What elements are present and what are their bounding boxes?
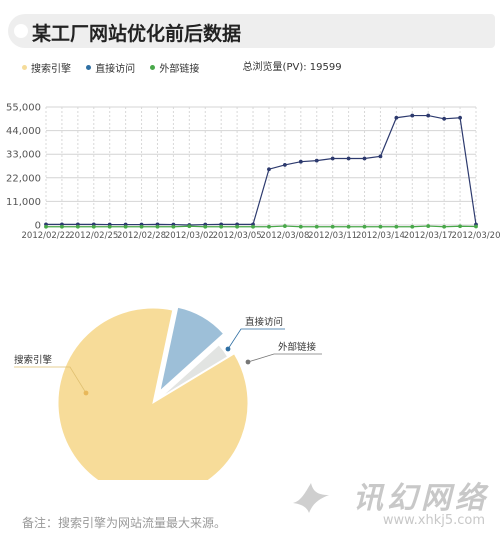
series-point-1 bbox=[60, 224, 64, 229]
x-tick-label: 2012/03/14 bbox=[356, 231, 405, 241]
series-point-1 bbox=[139, 224, 144, 229]
legend-dot-direct bbox=[86, 65, 92, 70]
series-point-1 bbox=[251, 224, 255, 229]
watermark-url: www.xhkj5.com bbox=[382, 513, 485, 528]
series-point-1 bbox=[346, 224, 351, 229]
x-tick-label: 2012/03/05 bbox=[213, 231, 262, 241]
title-bar: 某工厂网站优化前后数据 bbox=[8, 14, 495, 48]
series-point-0 bbox=[282, 163, 287, 167]
bird-logo-icon bbox=[293, 483, 329, 513]
series-point-1 bbox=[107, 224, 112, 229]
y-tick-label: 55,000 bbox=[6, 103, 41, 114]
pie-label-dot bbox=[83, 390, 89, 396]
x-tick-label: 2012/03/02 bbox=[165, 231, 214, 241]
series-point-1 bbox=[394, 224, 399, 229]
series-point-1 bbox=[314, 224, 319, 229]
pie-slice-direct bbox=[159, 306, 225, 393]
pie-slice-external bbox=[160, 344, 229, 398]
x-tick-label: 2012/02/22 bbox=[22, 231, 71, 241]
x-tick-label: 2012/03/17 bbox=[404, 231, 453, 241]
series-point-1 bbox=[426, 224, 431, 228]
series-point-1 bbox=[442, 224, 447, 229]
series-line-1 bbox=[46, 225, 477, 228]
legend-item-external: 外部链接 bbox=[150, 60, 199, 75]
series-point-1 bbox=[298, 224, 303, 229]
series-point-0 bbox=[362, 156, 367, 161]
series-point-1 bbox=[330, 224, 335, 229]
series-point-0 bbox=[442, 116, 447, 121]
series-point-1 bbox=[91, 224, 96, 229]
legend-dot-search bbox=[22, 65, 27, 70]
legend-label-external: 外部链接 bbox=[159, 64, 200, 75]
y-tick-label: 0 bbox=[35, 221, 41, 232]
series-point-1 bbox=[458, 224, 462, 229]
legend-dot-external bbox=[150, 65, 156, 70]
series-point-0 bbox=[410, 113, 415, 118]
watermark-brand: 讯幻网络 bbox=[353, 481, 489, 516]
x-tick-label: 2012/03/20 bbox=[452, 231, 501, 241]
series-point-1 bbox=[155, 224, 160, 229]
series-point-0 bbox=[378, 154, 383, 159]
page-title: 某工厂网站优化前后数据 bbox=[32, 23, 242, 45]
pie-label-direct: 直接访问 bbox=[245, 316, 283, 328]
series-point-1 bbox=[267, 224, 271, 229]
series-point-0 bbox=[346, 156, 351, 161]
series-point-1 bbox=[378, 224, 383, 229]
line-chart: 0 11,000 22,000 33,000 44,000 55,000 2012/02/2… bbox=[6, 103, 501, 242]
series-point-1 bbox=[362, 224, 367, 229]
pie-leader-search bbox=[14, 366, 87, 394]
x-tick-label: 2012/03/11 bbox=[308, 231, 357, 241]
series-point-1 bbox=[219, 224, 224, 229]
total-pageviews: 总浏览量(PV): 19599 bbox=[242, 62, 342, 73]
series-point-1 bbox=[123, 224, 128, 229]
series-point-1 bbox=[75, 224, 80, 229]
pie-leader-direct bbox=[227, 328, 285, 350]
legend-label-search: 搜索引擎 bbox=[31, 64, 71, 75]
series-point-1 bbox=[410, 224, 415, 229]
title-bullet bbox=[14, 24, 28, 38]
y-tick-label: 11,000 bbox=[6, 197, 41, 208]
series-point-1 bbox=[44, 224, 48, 229]
x-tick-label: 2012/03/08 bbox=[260, 231, 309, 241]
series-point-1 bbox=[187, 224, 192, 229]
series-point-1 bbox=[474, 224, 478, 229]
pie-label-external: 外部链接 bbox=[278, 341, 317, 353]
legend-item-search: 搜索引擎 bbox=[22, 60, 71, 75]
series-point-1 bbox=[282, 224, 287, 228]
y-tick-label: 33,000 bbox=[6, 150, 41, 161]
series-point-0 bbox=[426, 113, 431, 118]
pie-label-dot bbox=[225, 346, 231, 352]
series-point-0 bbox=[458, 115, 462, 120]
y-tick-label: 22,000 bbox=[6, 173, 41, 184]
pie-slice-search bbox=[57, 307, 249, 480]
pie-leader-external bbox=[247, 353, 322, 363]
legend-label-direct: 直接访问 bbox=[95, 64, 136, 75]
series-point-1 bbox=[235, 224, 240, 229]
pie-label-dot bbox=[245, 359, 251, 365]
x-tick-label: 2012/02/28 bbox=[117, 231, 166, 241]
footnote: 备注：搜索引擎为网站流量最大来源。 bbox=[22, 516, 227, 530]
series-point-0 bbox=[267, 167, 271, 172]
series-point-0 bbox=[394, 115, 399, 120]
series-point-0 bbox=[314, 158, 319, 163]
x-tick-label: 2012/02/25 bbox=[69, 231, 118, 241]
series-point-0 bbox=[298, 159, 303, 164]
legend-item-direct: 直接访问 bbox=[86, 60, 135, 75]
series-point-1 bbox=[203, 224, 208, 229]
series-point-0 bbox=[330, 156, 335, 161]
series-line-0 bbox=[46, 114, 477, 226]
series-point-1 bbox=[171, 224, 176, 229]
pie-label-search: 搜索引擎 bbox=[14, 354, 53, 366]
legend: 搜索引擎 直接访问 外部链接 总浏览量(PV): 19599 bbox=[22, 58, 342, 75]
y-tick-label: 44,000 bbox=[6, 126, 41, 137]
watermark: 讯幻网络 www.xhkj5.com bbox=[289, 467, 489, 537]
